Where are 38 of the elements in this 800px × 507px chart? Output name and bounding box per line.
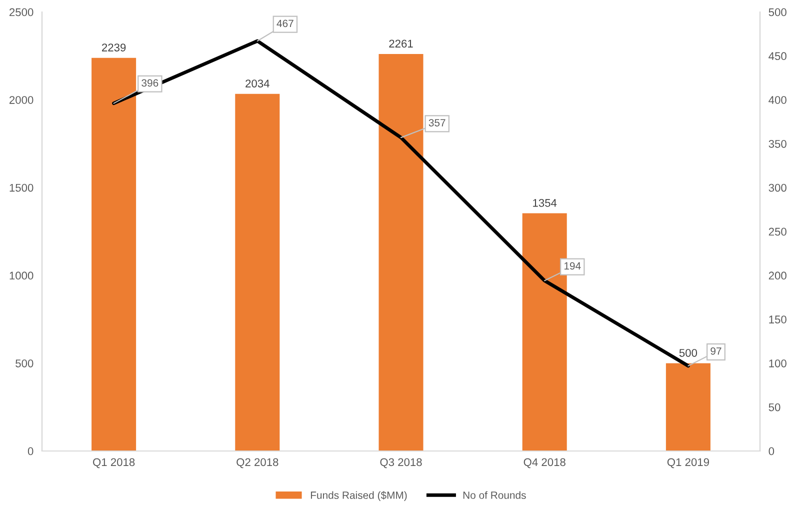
y2-tick-label: 50 — [768, 403, 780, 412]
x-tick-label: Q1 2019 — [667, 458, 709, 468]
y-tick-label: 2000 — [10, 96, 34, 104]
y-tick-label: 500 — [16, 359, 34, 368]
y2-tick-label: 400 — [768, 96, 786, 104]
data-label: 357 — [428, 119, 446, 126]
y2-tick-label: 450 — [768, 52, 786, 60]
data-label: 194 — [564, 262, 581, 270]
bar — [235, 94, 280, 451]
data-label: 2034 — [246, 80, 270, 88]
y2-tick-label: 500 — [768, 8, 786, 16]
y-tick-label: 2500 — [10, 8, 34, 16]
data-label: 2261 — [389, 40, 413, 48]
y2-tick-label: 0 — [768, 447, 774, 456]
y-tick-label: 0 — [28, 447, 34, 456]
y2-tick-label: 350 — [768, 140, 786, 148]
y2-tick-label: 100 — [769, 359, 786, 368]
y-tick-label: 1500 — [10, 184, 34, 192]
legend-label: No of Rounds — [463, 491, 526, 499]
data-label: 467 — [276, 20, 294, 28]
x-tick-label: Q2 2018 — [236, 458, 278, 468]
data-label: 396 — [142, 79, 158, 87]
bar — [378, 54, 424, 451]
data-label: 1354 — [533, 199, 557, 207]
bar — [92, 58, 136, 451]
x-tick-label: Q1 2018 — [93, 458, 135, 468]
y2-tick-label: 150 — [769, 316, 786, 324]
bar — [666, 363, 710, 451]
y2-tick-label: 300 — [768, 184, 786, 192]
y-tick-label: 1000 — [10, 272, 34, 280]
legend-label: Funds Raised ($MM) — [310, 491, 407, 501]
data-label: 2239 — [102, 44, 126, 52]
y2-tick-label: 250 — [768, 228, 786, 236]
data-label: 500 — [679, 348, 698, 357]
data-label: 97 — [710, 347, 722, 355]
x-tick-label: Q3 2018 — [380, 458, 422, 468]
y2-tick-label: 200 — [768, 272, 786, 280]
x-tick-label: Q4 2018 — [524, 458, 566, 468]
